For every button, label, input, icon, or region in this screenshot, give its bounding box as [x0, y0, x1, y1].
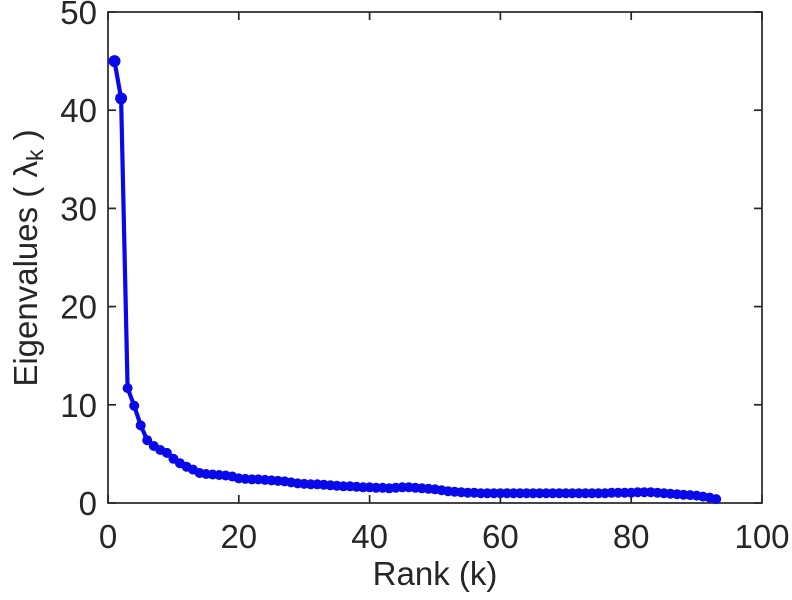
- y-axis-label: Eigenvalues ( λk ): [7, 129, 48, 387]
- x-axis-label: Rank (k): [373, 555, 498, 593]
- data-point-marker: [129, 400, 140, 411]
- axes-box: [107, 11, 763, 504]
- data-point-marker: [135, 420, 146, 431]
- y-axis-label-suffix: ): [7, 129, 44, 150]
- y-axis-label-prefix: Eigenvalues (: [7, 177, 44, 387]
- y-tick-label: 40: [60, 92, 97, 129]
- data-point-marker: [161, 447, 172, 458]
- eigenvalue-line: [112, 58, 719, 502]
- x-tick-label: 40: [351, 518, 388, 555]
- data-point-marker: [115, 92, 128, 105]
- x-tick-label: 0: [99, 518, 117, 555]
- y-tick-label: 10: [60, 387, 97, 424]
- y-tick-label: 20: [60, 289, 97, 326]
- x-tick-label: 20: [220, 518, 257, 555]
- data-point-marker: [122, 383, 133, 394]
- x-tick-label: 60: [482, 518, 519, 555]
- y-tick-label: 50: [60, 0, 97, 31]
- lambda-symbol: λ: [7, 161, 44, 178]
- y-tick-label: 0: [79, 485, 97, 522]
- x-tick-label: 100: [734, 518, 789, 555]
- y-tick-label: 30: [60, 190, 97, 227]
- x-tick-label: 80: [613, 518, 650, 555]
- data-point-marker: [142, 435, 153, 446]
- lambda-subscript: k: [21, 149, 48, 162]
- data-point-marker: [711, 494, 722, 505]
- x-axis-label-text: Rank (k): [372, 555, 498, 592]
- data-point-marker: [108, 55, 121, 68]
